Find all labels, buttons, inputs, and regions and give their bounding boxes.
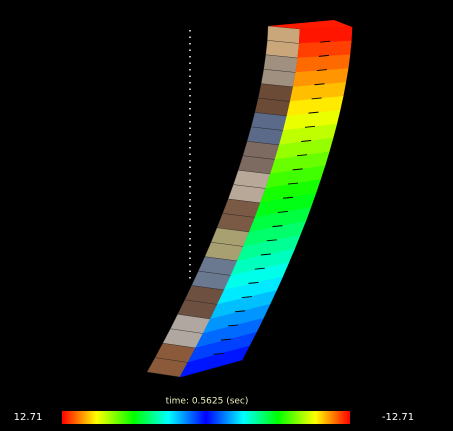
mesh-tick bbox=[304, 125, 316, 128]
mesh-tick bbox=[297, 154, 308, 157]
mesh-tick bbox=[248, 281, 259, 284]
colorbar-max-label: -12.71 bbox=[382, 412, 414, 423]
mesh-tick bbox=[220, 338, 231, 341]
mesh-tick bbox=[241, 296, 252, 299]
mesh-tick bbox=[308, 111, 319, 114]
mesh-tick bbox=[254, 267, 265, 270]
mesh-tick bbox=[311, 97, 322, 100]
mesh-tick bbox=[316, 69, 327, 72]
top-face bbox=[268, 20, 352, 29]
mesh-tick bbox=[301, 140, 312, 142]
deformed-column bbox=[146, 20, 353, 378]
mesh-tick bbox=[228, 324, 239, 327]
front-face-segment bbox=[179, 345, 250, 378]
mesh-tick bbox=[283, 196, 294, 199]
mesh-tick bbox=[314, 83, 325, 86]
colorbar-min-label: 12.71 bbox=[14, 412, 43, 423]
mesh-tick bbox=[318, 54, 329, 57]
colorbar bbox=[62, 411, 350, 424]
time-label: time: 0.5625 (sec) bbox=[166, 397, 249, 407]
mesh-tick bbox=[287, 182, 299, 185]
mesh-tick bbox=[320, 40, 331, 43]
mesh-tick bbox=[260, 253, 271, 256]
mesh-tick bbox=[292, 168, 303, 171]
mesh-tick bbox=[277, 210, 288, 213]
mesh-tick bbox=[213, 352, 224, 355]
mesh-tick bbox=[266, 239, 277, 242]
mesh-tick bbox=[235, 310, 246, 313]
mesh-tick bbox=[272, 225, 283, 228]
